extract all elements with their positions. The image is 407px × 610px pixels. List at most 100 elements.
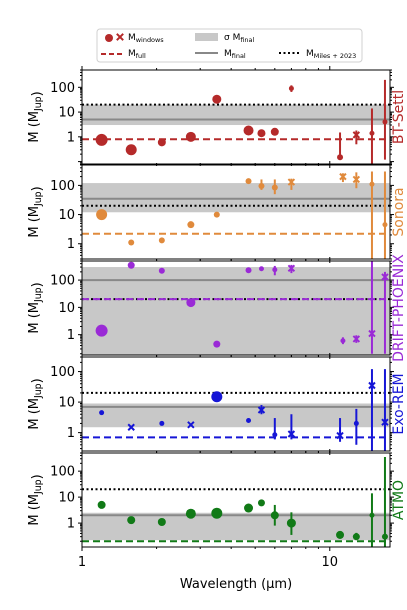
y-tick-label: 1	[67, 237, 75, 252]
data-point	[245, 178, 252, 185]
data-point	[369, 512, 375, 518]
data-point	[212, 94, 222, 104]
y-tick-label: 100	[50, 465, 75, 480]
legend-label-sigma-mfinal: σ Mfinal	[224, 33, 254, 44]
data-point	[271, 184, 278, 191]
y-tick-label: 10	[58, 208, 75, 223]
x-axis: 1 10 Wavelength (μm)	[78, 555, 338, 592]
data-point-x	[352, 131, 361, 139]
model-name-drift-phoenix: DRIFT-PHOENIX	[391, 254, 407, 362]
data-point	[272, 432, 278, 438]
y-tick-label: 10	[58, 106, 75, 121]
panel-frame	[81, 260, 391, 356]
data-point-x	[127, 423, 135, 431]
panel-exo-rem: 1 10 100 M (MJup) Exo-REM	[27, 353, 407, 455]
data-point-x	[368, 329, 376, 338]
panel-frame	[81, 69, 391, 165]
data-point	[382, 119, 388, 125]
legend-label-mfull: Mfull	[128, 49, 146, 60]
data-point-x	[352, 175, 361, 184]
data-point-x	[352, 335, 361, 343]
panel-atmo: 1 10 100 M (MJup) ATMO	[27, 449, 407, 551]
data-point	[381, 533, 388, 540]
data-point	[246, 417, 252, 423]
data-point	[95, 133, 108, 146]
data-point	[352, 533, 360, 541]
data-point-x	[336, 431, 344, 440]
data-point-x	[287, 430, 296, 438]
sigma-mfinal-band	[82, 104, 390, 126]
sigma-mfinal-band	[82, 403, 390, 428]
panel-sonora: 1 10 100 M (MJup) Sonora	[27, 161, 407, 263]
data-point	[127, 516, 136, 525]
data-point-x	[257, 406, 266, 414]
data-point	[187, 221, 195, 229]
sigma-mfinal-band	[82, 183, 390, 213]
panel-frame	[81, 356, 391, 452]
data-point-x	[287, 264, 296, 273]
data-point	[213, 340, 221, 348]
y-axis-label: M (MJup)	[27, 186, 45, 237]
data-point	[245, 267, 252, 274]
data-point	[96, 209, 108, 221]
sigma-mfinal-band	[82, 267, 390, 355]
panel-bt-settl: 1 10 100 M (MJup) BT-Settl	[27, 66, 407, 168]
model-name-sonora: Sonora	[391, 187, 407, 236]
y-tick-label: 100	[50, 365, 75, 380]
y-axis-label: M (MJup)	[27, 474, 45, 525]
data-point	[128, 239, 135, 246]
data-point	[211, 507, 223, 519]
data-point-x	[287, 178, 296, 186]
legend-band-swatch	[195, 33, 218, 41]
data-point	[288, 85, 294, 91]
y-tick-label: 1	[67, 426, 75, 441]
legend-label-mfinal: Mfinal	[224, 49, 246, 60]
legend-circle-marker	[105, 34, 113, 42]
y-tick-label: 10	[58, 491, 75, 506]
data-point	[211, 391, 223, 403]
data-point-x	[368, 381, 376, 390]
data-point	[125, 144, 137, 156]
data-point	[369, 181, 375, 187]
data-point-x	[187, 421, 195, 429]
data-point	[127, 261, 135, 269]
data-point	[353, 420, 359, 426]
legend-frame	[96, 28, 363, 63]
data-point	[257, 499, 265, 507]
y-tick-label: 1	[67, 328, 75, 343]
data-point-x	[381, 273, 389, 281]
y-tick-label: 100	[50, 81, 75, 96]
y-tick-label: 10	[58, 396, 75, 411]
data-point-x	[381, 418, 389, 426]
y-tick-label: 1	[67, 517, 75, 532]
data-point	[99, 410, 105, 416]
data-point	[158, 237, 165, 244]
y-axis-label: M (MJup)	[27, 378, 45, 429]
legend-x-marker	[116, 33, 124, 41]
data-point	[213, 211, 220, 218]
y-tick-label: 100	[50, 179, 75, 194]
y-tick-label: 10	[58, 301, 75, 316]
data-point	[186, 298, 196, 308]
chart-panels: 1 10 100 M (MJup) BT-Settl 1 10 100 M (MJup) Sono…	[27, 66, 407, 551]
x-tick-label: 1	[78, 555, 86, 570]
data-point	[286, 518, 296, 528]
data-point-x	[339, 172, 347, 181]
model-name-exo-rem: Exo-REM	[391, 373, 407, 434]
data-point	[382, 222, 388, 228]
data-point	[95, 324, 108, 337]
data-point	[157, 518, 166, 527]
data-point	[336, 530, 345, 539]
data-point	[244, 503, 254, 513]
legend-label-mwindows: Mwindows	[128, 33, 164, 44]
legend-label-miles2023: MMiles + 2023	[306, 49, 356, 60]
data-point	[257, 129, 266, 138]
data-point	[157, 138, 166, 147]
data-point	[243, 125, 254, 136]
y-tick-label: 1	[67, 130, 75, 145]
model-name-atmo: ATMO	[391, 480, 407, 520]
data-point	[258, 183, 265, 190]
y-axis-label: M (MJup)	[27, 91, 45, 142]
data-point	[185, 131, 196, 142]
